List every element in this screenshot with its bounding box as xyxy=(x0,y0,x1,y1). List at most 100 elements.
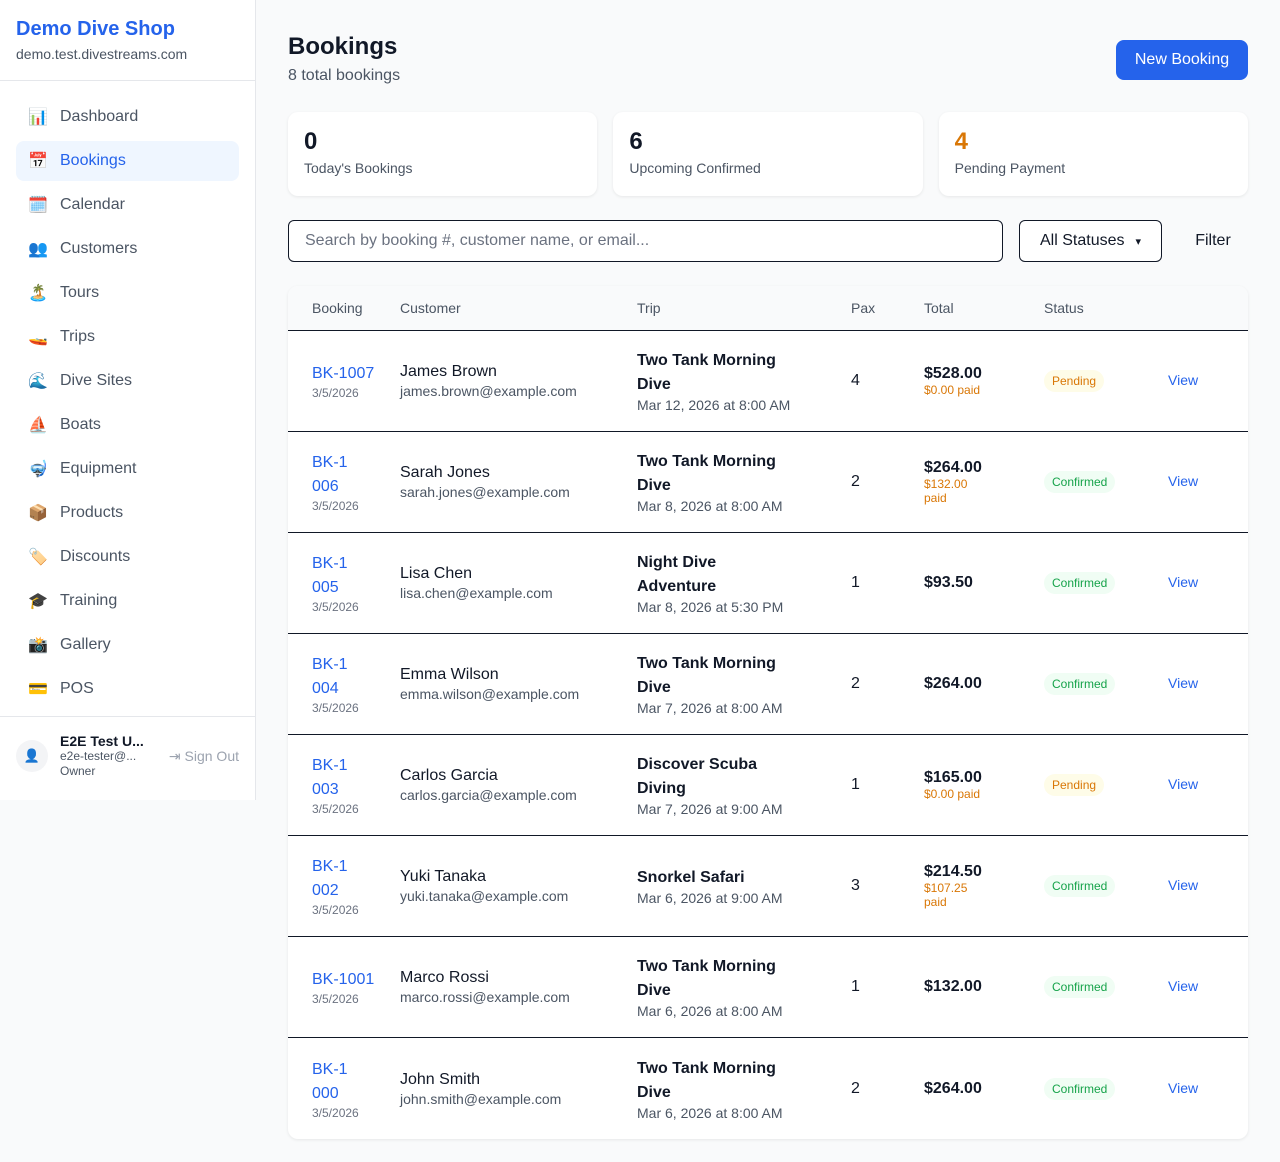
booking-id-link[interactable]: BK-1001 xyxy=(312,971,375,988)
stat-card: 0 Today's Bookings xyxy=(288,112,598,196)
total: $93.50 xyxy=(924,574,973,591)
user-name: E2E Test U... xyxy=(60,733,144,749)
sidebar-item-dive-sites[interactable]: 🌊 Dive Sites xyxy=(16,361,239,401)
filter-button[interactable]: Filter xyxy=(1178,220,1248,262)
sidebar-item-label: Tours xyxy=(60,284,100,301)
sidebar-item-trips[interactable]: 🚤 Trips xyxy=(16,317,239,357)
booking-id-link[interactable]: BK-1002 xyxy=(312,858,348,899)
sidebar-item-bookings[interactable]: 📅 Bookings xyxy=(16,141,239,181)
view-link[interactable]: View xyxy=(1168,776,1199,792)
sidebar-item-label: Dashboard xyxy=(60,108,139,125)
sidebar-item-pos[interactable]: 💳 POS xyxy=(16,669,239,709)
paid-amount: $107.25 paid xyxy=(924,881,968,909)
view-link[interactable]: View xyxy=(1168,978,1199,994)
sidebar-item-label: Dive Sites xyxy=(60,372,133,389)
sidebar-item-label: Equipment xyxy=(60,460,137,477)
sidebar-item-boats[interactable]: ⛵ Boats xyxy=(16,405,239,445)
user-panel: 👤 E2E Test U... e2e-tester@... Owner ⇥ S… xyxy=(0,716,255,795)
total: $264.00 xyxy=(924,675,982,692)
column-header: Status xyxy=(1044,300,1084,316)
status-badge: Confirmed xyxy=(1044,1077,1116,1100)
booking-id-link[interactable]: BK-1007 xyxy=(312,365,375,382)
sidebar-item-products[interactable]: 📦 Products xyxy=(16,493,239,533)
column-header: Customer xyxy=(400,300,461,316)
pax: 1 xyxy=(851,574,860,591)
sidebar-item-label: Bookings xyxy=(60,152,126,169)
sidebar-item-label: Gallery xyxy=(60,636,111,653)
pax: 2 xyxy=(851,1079,860,1097)
total: $264.00 xyxy=(924,1079,982,1097)
view-link[interactable]: View xyxy=(1168,1079,1199,1096)
customer-name: James Brown xyxy=(400,363,497,380)
booking-id-link[interactable]: BK-1000 xyxy=(312,1060,348,1102)
customer-email: sarah.jones@example.com xyxy=(400,484,570,500)
view-link[interactable]: View xyxy=(1168,574,1199,590)
pos-icon: 💳 xyxy=(28,681,48,698)
trip-date: Mar 6, 2026 at 9:00 AM xyxy=(637,890,783,906)
customer-name: Marco Rossi xyxy=(400,969,489,986)
equipment-icon: 🤿 xyxy=(28,461,48,478)
stat-card: 4 Pending Payment xyxy=(938,112,1248,196)
trip-name: Two Tank Morning Dive xyxy=(637,1059,776,1101)
total: $528.00 xyxy=(924,365,982,382)
training-icon: 🎓 xyxy=(28,593,48,610)
sidebar-item-gallery[interactable]: 📸 Gallery xyxy=(16,625,239,665)
booking-date: 3/5/2026 xyxy=(312,1105,359,1120)
booking-id-link[interactable]: BK-1003 xyxy=(312,757,348,798)
trip-name: Night Dive Adventure xyxy=(637,554,717,595)
status-select[interactable]: All Statuses ▾ xyxy=(1019,220,1162,262)
search-input[interactable] xyxy=(288,220,1003,262)
view-link[interactable]: View xyxy=(1168,372,1199,388)
sidebar-item-customers[interactable]: 👥 Customers xyxy=(16,229,239,269)
booking-id-link[interactable]: BK-1005 xyxy=(312,555,348,596)
sidebar-item-label: Products xyxy=(60,504,124,521)
trip-name: Two Tank Morning Dive xyxy=(637,352,776,393)
shop-name[interactable]: Demo Dive Shop xyxy=(16,18,175,40)
total: $264.00 xyxy=(924,459,982,476)
trip-date: Mar 8, 2026 at 8:00 AM xyxy=(637,498,783,514)
customer-name: Lisa Chen xyxy=(400,565,473,582)
trip-name: Discover Scuba Diving xyxy=(637,756,758,797)
table-row: BK-1002 3/5/2026 Yuki Tanaka yuki.tanaka@e… xyxy=(288,836,1248,937)
sidebar-item-label: POS xyxy=(60,680,94,697)
column-header: Trip xyxy=(637,300,661,316)
sidebar: Demo Dive Shop demo.test.divestreams.com… xyxy=(0,0,256,800)
customer-email: yuki.tanaka@example.com xyxy=(400,888,569,904)
view-link[interactable]: View xyxy=(1168,675,1199,691)
sidebar-item-training[interactable]: 🎓 Training xyxy=(16,581,239,621)
new-booking-button[interactable]: New Booking xyxy=(1116,40,1248,80)
status-badge: Confirmed xyxy=(1044,471,1116,493)
customer-name: Carlos Garcia xyxy=(400,767,498,784)
sidebar-item-equipment[interactable]: 🤿 Equipment xyxy=(16,449,239,489)
sidebar-item-calendar[interactable]: 🗓️ Calendar xyxy=(16,185,239,225)
sidebar-item-discounts[interactable]: 🏷️ Discounts xyxy=(16,537,239,577)
total: $132.00 xyxy=(924,978,982,995)
calendar-icon: 🗓️ xyxy=(28,197,48,214)
stat-value: 6 xyxy=(629,128,643,155)
status-badge: Confirmed xyxy=(1044,875,1116,897)
sign-out-button[interactable]: ⇥ Sign Out xyxy=(169,748,239,765)
booking-date: 3/5/2026 xyxy=(312,701,359,715)
view-link[interactable]: View xyxy=(1168,877,1199,893)
sidebar-item-dashboard[interactable]: 📊 Dashboard xyxy=(16,97,239,137)
booking-id-link[interactable]: BK-1006 xyxy=(312,454,348,495)
customer-email: carlos.garcia@example.com xyxy=(400,787,577,803)
view-link[interactable]: View xyxy=(1168,473,1199,489)
stat-value: 4 xyxy=(954,128,969,155)
trip-date: Mar 7, 2026 at 9:00 AM xyxy=(637,801,783,817)
boats-icon: ⛵ xyxy=(28,417,48,434)
dashboard-icon: 📊 xyxy=(28,109,48,126)
chevron-down-icon: ▾ xyxy=(1135,235,1141,248)
sidebar-item-label: Trips xyxy=(60,328,95,345)
table-row: BK-1000 3/5/2026 John Smith john.smith@exa… xyxy=(288,1038,1248,1139)
booking-id-link[interactable]: BK-1004 xyxy=(312,656,348,697)
trips-icon: 🚤 xyxy=(28,329,48,346)
customer-email: lisa.chen@example.com xyxy=(400,585,553,601)
customer-name: Yuki Tanaka xyxy=(400,868,486,885)
sidebar-item-tours[interactable]: 🏝️ Tours xyxy=(16,273,239,313)
page-subtitle: 8 total bookings xyxy=(288,67,401,84)
customer-email: john.smith@example.com xyxy=(400,1090,562,1107)
status-badge: Confirmed xyxy=(1044,673,1116,695)
pax: 3 xyxy=(851,877,860,894)
table-row: BK-1001 3/5/2026 Marco Rossi marco.rossi@e… xyxy=(288,937,1248,1038)
